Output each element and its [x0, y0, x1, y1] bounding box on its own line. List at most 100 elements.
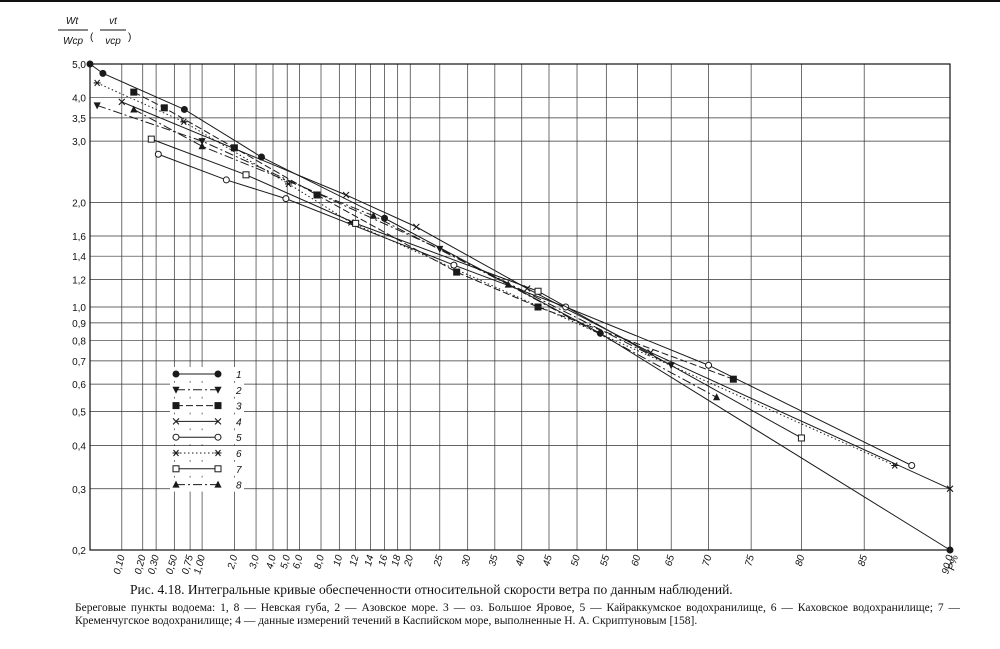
data-point [180, 105, 188, 113]
legend-label: 1 [236, 370, 242, 381]
x-tick-label: 18 [390, 554, 404, 568]
data-point [450, 261, 458, 269]
legend-marker [214, 480, 222, 488]
x-tick-label: 20 [402, 554, 416, 569]
legend-marker [172, 449, 180, 457]
data-point [86, 60, 94, 68]
data-point [453, 268, 461, 276]
y-tick-label: 0,8 [72, 337, 86, 348]
x-tick-label: 3,0 [248, 554, 262, 571]
y-axis-label: vср [105, 36, 121, 47]
x-tick-label: 4,0 [265, 554, 279, 571]
data-point [352, 219, 360, 227]
y-tick-label: 1,2 [72, 275, 86, 286]
legend-marker [214, 433, 222, 441]
legend-label: 3 [236, 402, 242, 413]
paren: ) [128, 32, 131, 43]
x-tick-label: 6,0 [291, 554, 305, 571]
y-tick-label: 3,0 [72, 137, 86, 148]
y-tick-label: 0,3 [72, 485, 86, 496]
y-axis-label: Wt [66, 16, 79, 27]
legend-marker [172, 386, 180, 394]
x-tick-label: 0,30 [146, 554, 162, 576]
y-tick-label: 2,0 [72, 198, 86, 209]
data-point [712, 393, 721, 401]
legend-marker [214, 370, 222, 378]
x-tick-label: 40 [514, 554, 528, 568]
legend-label: 6 [236, 449, 242, 460]
data-point [154, 150, 162, 158]
data-point [242, 171, 250, 179]
y-tick-label: 0,6 [72, 380, 86, 391]
data-point [313, 191, 321, 199]
plot-frame [89, 63, 951, 551]
legend-marker [172, 433, 180, 441]
y-tick-label: 0,7 [72, 357, 86, 368]
y-tick-label: 5,0 [72, 60, 86, 71]
x-tick-label: 14 [363, 554, 377, 568]
y-tick-label: 4,0 [72, 94, 86, 105]
x-tick-label: 5,0 [279, 554, 293, 571]
x-tick-label: 0,10 [112, 554, 128, 576]
y-tick-label: 1,4 [72, 252, 86, 263]
data-point [282, 195, 290, 203]
x-tick-label: 0,20 [133, 554, 149, 576]
x-tick-label: 90,0 [940, 554, 956, 576]
x-tick-label: 30 [460, 554, 474, 568]
y-tick-label: 0,9 [72, 319, 86, 330]
data-point [130, 88, 138, 96]
data-point [99, 69, 107, 77]
x-tick-label: 55 [599, 554, 613, 568]
data-point [222, 176, 230, 184]
x-tick-label: 70 [701, 554, 715, 568]
y-tick-label: 0,4 [72, 441, 86, 452]
series-line [151, 138, 802, 439]
x-tick-label: 2,0 [226, 554, 241, 572]
x-tick-label: 12 [348, 554, 362, 568]
x-tick-label: 8,0 [313, 554, 327, 571]
x-tick-label: 50 [569, 554, 583, 568]
data-point [93, 102, 101, 110]
legend-label: 7 [236, 465, 242, 476]
data-point [130, 105, 138, 113]
data-point [160, 104, 168, 112]
legend-marker [172, 418, 180, 425]
legend-label: 4 [236, 417, 242, 428]
data-point [180, 118, 188, 126]
legend-label: 8 [236, 481, 242, 492]
x-tick-label: 0,50 [165, 554, 181, 576]
x-tick-label: 35 [487, 554, 501, 568]
series-line [121, 101, 951, 490]
data-point [891, 462, 899, 469]
legend-marker [214, 449, 222, 457]
data-point [198, 142, 206, 150]
x-tick-label: 10 [332, 554, 346, 568]
legend-bg [170, 446, 244, 460]
x-tick-label: 16 [377, 554, 391, 568]
legend-label: 5 [236, 433, 242, 444]
legend-marker [172, 465, 180, 473]
data-point [369, 211, 378, 219]
y-axis-label: Wср [63, 36, 83, 47]
x-tick-label: 1,00 [192, 554, 208, 576]
x-axis-label: P% [946, 554, 961, 572]
data-point [705, 361, 713, 369]
x-tick-label: 80 [794, 554, 808, 568]
data-point [118, 98, 126, 106]
legend-marker [172, 480, 180, 488]
data-point [534, 303, 542, 311]
data-point [198, 138, 206, 146]
y-tick-label: 0,2 [72, 546, 86, 557]
figure-caption: Береговые пункты водоема: 1, 8 — Невская… [75, 602, 960, 627]
x-tick-label: 25 [432, 554, 446, 569]
legend-marker [214, 418, 222, 425]
x-tick-label: 65 [664, 554, 678, 568]
x-tick-label: 60 [630, 554, 644, 568]
data-point [797, 434, 805, 442]
paren: ( [90, 32, 94, 43]
x-tick-label: 75 [744, 554, 758, 568]
y-tick-label: 0,5 [72, 408, 86, 419]
y-tick-label: 1,6 [72, 232, 86, 243]
legend-label: 2 [235, 386, 242, 397]
